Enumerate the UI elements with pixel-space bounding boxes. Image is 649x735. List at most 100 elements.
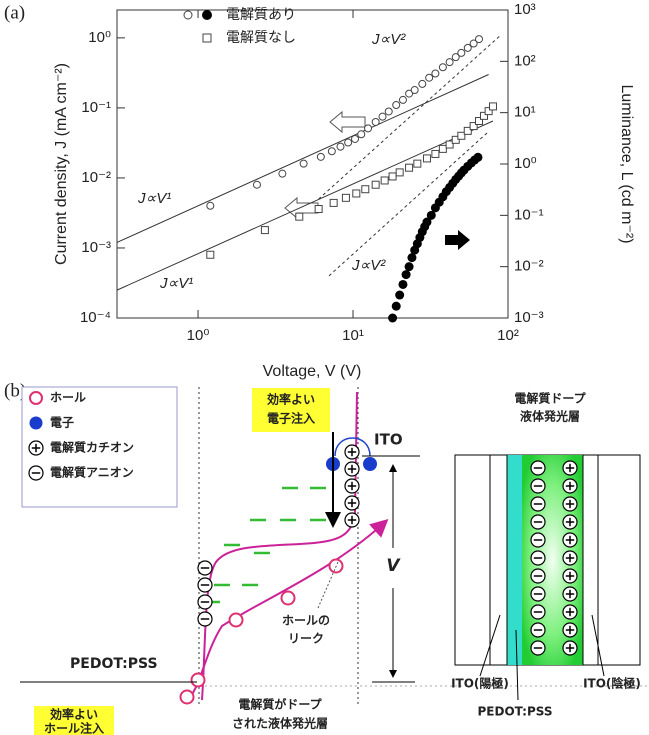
data-point	[426, 74, 433, 81]
x-tick-label: 10⁰	[187, 327, 210, 344]
data-point	[342, 194, 349, 201]
data-point	[317, 153, 324, 160]
data-point	[385, 108, 392, 115]
data-point	[439, 145, 446, 152]
x-axis-title: Voltage, V (V)	[263, 363, 362, 380]
data-point	[207, 251, 214, 258]
data-point	[372, 181, 379, 188]
hole	[192, 674, 205, 687]
legend-label: ホール	[50, 391, 86, 405]
annotation: J∝V¹	[137, 190, 171, 207]
data-point	[345, 139, 352, 146]
page: (a) (b) 電解質あり 電解質なし Voltage, V (V) Curre…	[0, 0, 649, 735]
y-axis-title: Current density, J (mA cm⁻²)	[53, 63, 70, 265]
y2-tick-label: 10⁰	[514, 155, 537, 172]
diagram-b: ホール 電子 電解質カチオン 電解質アニオン 効率よい 電子注入 効率よい ホー…	[20, 387, 649, 735]
data-point	[207, 202, 214, 209]
data-point	[393, 102, 400, 109]
callout-text: 電子注入	[267, 411, 315, 426]
data-point	[398, 280, 407, 289]
data-point	[365, 125, 372, 132]
device-title: 液体発光層	[520, 409, 580, 424]
data-point	[372, 118, 379, 125]
callout-text: 効率よい	[267, 392, 315, 407]
data-point	[261, 227, 268, 234]
data-point	[414, 160, 421, 167]
pedot-label: PEDOT:PSS	[70, 656, 158, 672]
data-point	[406, 164, 413, 171]
legend-label: 電解質なし	[226, 30, 296, 46]
legend-label: 電解質アニオン	[50, 465, 134, 480]
data-point	[362, 186, 369, 193]
legend-label: 電解質カチオン	[50, 440, 134, 455]
y2-axis-title: Luminance, L (cd m⁻²)	[618, 84, 635, 243]
layer-text: 電解質がドープ	[238, 697, 322, 712]
leak-text: リーク	[288, 632, 324, 646]
fit-line	[329, 132, 489, 276]
data-point	[389, 173, 396, 180]
y2-tick-label: 10⁻¹	[514, 206, 544, 223]
data-point	[379, 113, 386, 120]
y2-tick-label: 10¹	[514, 104, 536, 121]
data-point	[395, 291, 404, 300]
data-point	[358, 131, 365, 138]
data-point	[352, 135, 359, 142]
data-point	[446, 59, 453, 66]
layer-text: された液体発光層	[232, 716, 328, 731]
data-point	[458, 49, 465, 56]
legend-symbol	[202, 10, 212, 20]
data-point	[439, 64, 446, 71]
panel-label: (a)	[4, 2, 25, 23]
data-point	[253, 181, 260, 188]
data-point	[419, 80, 426, 87]
data-point	[476, 36, 483, 43]
data-point	[315, 206, 322, 213]
callout-text: 効率よい	[50, 707, 98, 722]
y-tick-label: 10⁻¹	[81, 99, 111, 116]
legend-electron	[30, 417, 43, 430]
data-point	[353, 190, 360, 197]
data-point	[405, 262, 414, 271]
device-label: PEDOT:PSS	[477, 705, 552, 719]
data-point	[330, 199, 337, 206]
x-tick-label: 10²	[497, 327, 519, 344]
data-point	[381, 177, 388, 184]
device-title: 電解質ドープ	[514, 391, 586, 406]
y2-tick-label: 10³	[514, 1, 536, 18]
data-point	[392, 302, 401, 311]
y-tick-label: 10⁻³	[81, 239, 111, 256]
y-tick-label: 10⁻²	[81, 169, 111, 186]
data-point	[279, 170, 286, 177]
leak-text: ホールの	[282, 614, 330, 628]
plot-frame	[117, 10, 508, 318]
arrow-left	[330, 112, 365, 132]
data-point	[388, 314, 397, 323]
data-point	[328, 148, 335, 155]
y-tick-label: 10⁰	[88, 29, 111, 46]
y2-tick-label: 10²	[514, 52, 536, 69]
data-point	[296, 213, 303, 220]
data-point	[489, 103, 496, 110]
data-point	[423, 155, 430, 162]
figure: (a) (b) 電解質あり 電解質なし Voltage, V (V) Curre…	[0, 0, 649, 735]
y2-tick-label: 10⁻²	[514, 258, 544, 275]
data-point	[300, 160, 307, 167]
data-point	[473, 153, 482, 162]
device-label: ITO(陽極)	[451, 676, 509, 691]
hole	[282, 592, 295, 605]
legend-label: 電解質あり	[226, 7, 296, 23]
legend-hole	[30, 392, 42, 404]
y2-tick-label: 10⁻³	[514, 309, 544, 326]
data-point	[396, 169, 403, 176]
legend-label: 電子	[50, 416, 74, 430]
legend-symbol	[184, 11, 192, 19]
device-label: ITO(陰極)	[583, 676, 641, 691]
x-tick-label: 10¹	[342, 327, 364, 344]
legend-symbol	[203, 34, 211, 42]
callout-text: ホール注入	[44, 721, 104, 735]
data-point	[399, 96, 406, 103]
y-tick-label: 10⁻⁴	[80, 309, 111, 326]
data-point	[432, 70, 439, 77]
annotation: J∝V²	[351, 257, 386, 274]
data-point	[402, 270, 411, 279]
